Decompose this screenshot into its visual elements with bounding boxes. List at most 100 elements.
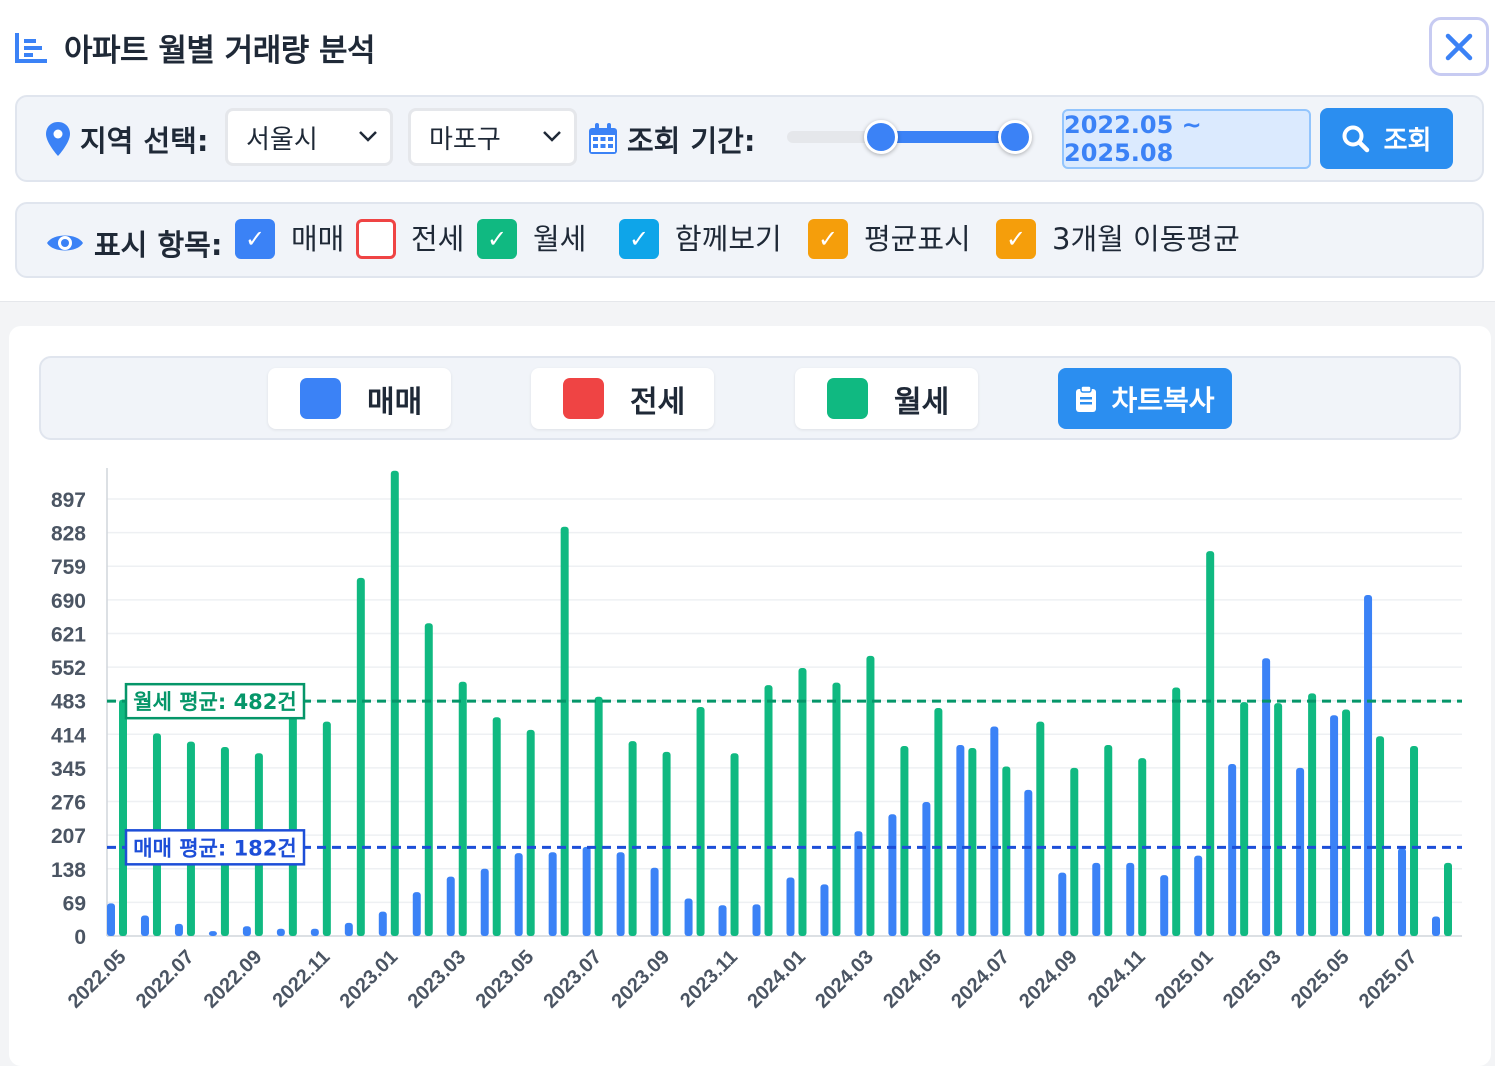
checkbox-moving-average[interactable]: ✓ — [996, 219, 1036, 259]
bar-wolse-2023.07 — [594, 696, 603, 936]
bar-sale-2025.04 — [1296, 767, 1305, 936]
bar-sale-2024.06 — [956, 745, 965, 936]
bar-sale-2023.08 — [616, 852, 625, 936]
x-tick-label: 2023.05 — [472, 946, 539, 1013]
chevron-down-icon — [359, 131, 377, 142]
search-icon — [1342, 125, 1369, 152]
legend-swatch-jeonse — [563, 378, 604, 419]
city-select[interactable]: 서울시 — [225, 108, 393, 166]
bar-wolse-2024.01 — [798, 668, 807, 936]
checkbox-average[interactable]: ✓ — [808, 219, 848, 259]
bar-wolse-2023.12 — [764, 685, 773, 936]
checkbox-jeonse[interactable] — [356, 219, 396, 259]
eye-icon — [47, 235, 83, 251]
bar-wolse-2024.04 — [900, 746, 909, 936]
bar-wolse-2023.04 — [492, 717, 501, 936]
bar-sale-2024.09 — [1058, 872, 1067, 936]
legend-item-jeonse[interactable]: 전세 — [531, 368, 714, 429]
checkbox-sale[interactable]: ✓ — [235, 219, 275, 259]
bar-wolse-2025.07 — [1410, 746, 1419, 936]
bar-wolse-2024.03 — [866, 655, 875, 936]
x-tick-label: 2022.09 — [200, 946, 267, 1013]
bar-wolse-2022.05 — [119, 699, 127, 936]
copy-chart-button[interactable]: 차트복사 — [1058, 368, 1232, 429]
period-label: 조회 기간: — [627, 124, 756, 158]
bar-sale-2025.02 — [1228, 764, 1237, 936]
checkbox-wolse[interactable]: ✓ — [477, 219, 517, 259]
bar-wolse-2025.03 — [1274, 703, 1283, 936]
location-pin-icon — [46, 122, 70, 156]
bar-sale-2022.07 — [174, 923, 183, 936]
period-slider-end-handle[interactable] — [998, 120, 1032, 154]
bar-wolse-2025.06 — [1376, 736, 1385, 936]
copy-chart-label: 차트복사 — [1111, 383, 1215, 417]
y-tick-label: 138 — [51, 859, 86, 882]
average-label-box — [124, 829, 306, 866]
bar-sale-2024.04 — [888, 814, 897, 936]
bar-sale-2023.06 — [548, 852, 557, 936]
x-tick-label: 2024.03 — [811, 946, 878, 1013]
y-tick-label: 690 — [51, 590, 86, 613]
legend-item-sale[interactable]: 매매 — [268, 368, 451, 429]
y-tick-label: 552 — [51, 657, 86, 680]
x-tick-label: 2025.07 — [1355, 946, 1422, 1013]
region-label-group: 지역 선택: — [46, 118, 208, 160]
bar-sale-2022.10 — [276, 928, 285, 936]
x-tick-label: 2024.11 — [1084, 946, 1150, 1012]
search-button-label: 조회 — [1383, 126, 1432, 156]
bar-sale-2025.01 — [1194, 855, 1203, 936]
checkbox-label-sale: 매매 — [291, 222, 345, 256]
close-button[interactable] — [1429, 17, 1489, 76]
x-tick-label: 2022.05 — [64, 946, 131, 1013]
x-tick-label: 2023.09 — [607, 946, 674, 1013]
bar-wolse-2024.12 — [1172, 687, 1181, 936]
bar-wolse-2022.12 — [356, 577, 365, 936]
x-tick-label: 2023.07 — [539, 946, 606, 1013]
y-tick-label: 69 — [63, 892, 86, 915]
legend-item-wolse[interactable]: 월세 — [795, 368, 978, 429]
x-tick-label: 2023.03 — [404, 946, 471, 1013]
period-display: 2022.05 ~ 2025.08 — [1062, 109, 1311, 169]
bar-wolse-2025.04 — [1308, 693, 1317, 936]
bar-wolse-2024.05 — [934, 708, 943, 936]
bar-wolse-2024.07 — [1002, 766, 1011, 936]
chart-icon — [14, 29, 50, 65]
header: 아파트 월별 거래량 분석 — [14, 22, 376, 72]
region-label: 지역 선택: — [80, 124, 209, 158]
period-label-group: 조회 기간: — [588, 118, 755, 160]
bar-sale-2023.11 — [718, 905, 727, 936]
bar-sale-2023.10 — [684, 898, 693, 936]
y-tick-label: 828 — [51, 523, 86, 546]
bar-wolse-2023.02 — [424, 623, 433, 936]
bar-sale-2025.06 — [1364, 594, 1373, 936]
bar-wolse-2024.06 — [968, 747, 977, 936]
bar-wolse-2024.02 — [832, 682, 841, 936]
checkbox-together[interactable]: ✓ — [619, 219, 659, 259]
bar-sale-2024.12 — [1160, 875, 1169, 936]
district-select[interactable]: 마포구 — [408, 108, 577, 166]
bar-wolse-2025.02 — [1240, 702, 1249, 936]
bar-sale-2024.10 — [1092, 862, 1101, 936]
bar-sale-2023.04 — [480, 868, 489, 936]
bar-wolse-2025.01 — [1206, 551, 1215, 936]
bar-sale-2025.08 — [1432, 916, 1440, 936]
bar-sale-2023.02 — [412, 892, 421, 936]
display-label: 표시 항목: — [94, 228, 223, 262]
page-title: 아파트 월별 거래량 분석 — [64, 32, 376, 69]
bar-wolse-2023.11 — [730, 753, 739, 936]
period-slider-range — [880, 131, 1015, 143]
x-tick-label: 2024.01 — [743, 946, 810, 1013]
checkbox-label-average: 평균표시 — [864, 222, 971, 256]
bar-sale-2022.09 — [242, 926, 251, 936]
bar-sale-2023.12 — [752, 904, 761, 936]
checkbox-label-moving-average: 3개월 이동평균 — [1052, 222, 1240, 256]
bar-wolse-2022.11 — [322, 721, 331, 936]
average-label-box — [124, 682, 306, 720]
bar-sale-2024.03 — [854, 831, 863, 936]
display-panel — [15, 202, 1484, 278]
bar-sale-2024.05 — [922, 802, 931, 936]
period-slider-start-handle[interactable] — [863, 120, 898, 154]
x-tick-label: 2024.05 — [879, 946, 946, 1013]
bar-sale-2022.08 — [208, 931, 217, 936]
search-button[interactable]: 조회 — [1320, 108, 1453, 169]
